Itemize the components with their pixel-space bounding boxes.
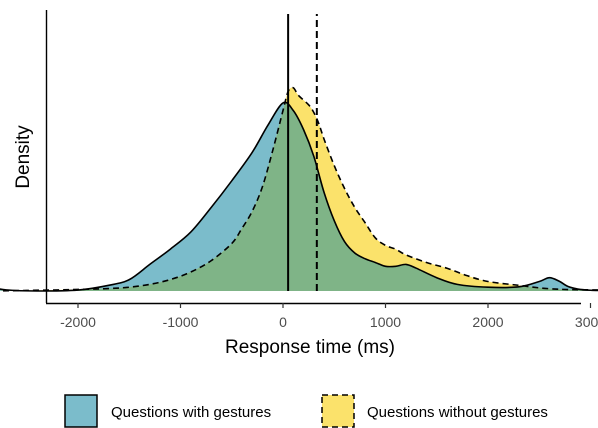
line-questions-with-gestures: [0, 101, 598, 292]
y-axis-title: Density: [13, 125, 34, 189]
x-axis-ticks: -4000-3000-2000-100001000200030004000500…: [60, 303, 598, 330]
x-tick-label: 2000: [472, 314, 503, 330]
x-tick-label: -1000: [163, 314, 199, 330]
legend-swatch-without-gestures: [321, 394, 355, 428]
legend-label-with-gestures: Questions with gestures: [111, 404, 271, 421]
legend-swatch-with-gestures: [64, 394, 98, 428]
x-tick-label: 0: [279, 314, 287, 330]
x-tick-label: 3000: [575, 314, 598, 330]
x-tick-label: 1000: [370, 314, 401, 330]
x-axis-title: Response time (ms): [225, 337, 395, 358]
legend: Questions with gestures Questions withou…: [64, 394, 548, 428]
plot-area: [0, 14, 598, 292]
x-tick-label: -2000: [60, 314, 96, 330]
legend-label-without-gestures: Questions without gestures: [367, 404, 548, 421]
